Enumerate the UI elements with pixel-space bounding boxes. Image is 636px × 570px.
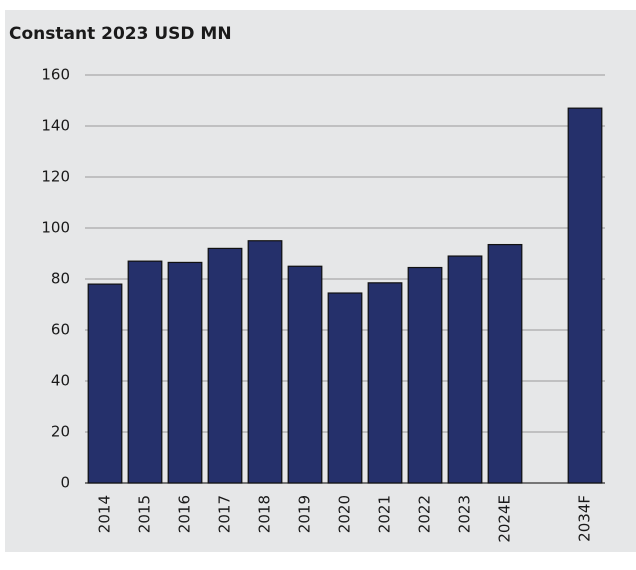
y-tick-label: 40 [51,372,70,390]
x-tick-label: 2015 [136,495,154,533]
bar [247,240,283,484]
bar [367,282,403,484]
x-tick-label: 2016 [176,495,194,533]
x-tick-label: 2014 [96,495,114,533]
y-tick-label: 80 [51,270,70,288]
bar [447,255,483,484]
bar [287,265,323,484]
y-tick-label: 60 [51,321,70,339]
x-tick-label: 2018 [256,495,274,533]
x-tick-label: 2019 [296,495,314,533]
x-tick-label: 2022 [416,495,434,533]
bar [207,247,243,484]
bar [127,260,163,484]
bar [87,283,123,484]
y-tick-label: 100 [41,219,70,237]
bar [487,243,523,484]
x-tick-label: 2034F [576,495,594,542]
x-tick-label: 2023 [456,495,474,533]
y-tick-label: 20 [51,423,70,441]
bar [167,261,203,484]
y-tick-label: 0 [60,474,70,492]
x-tick-label: 2024E [496,495,514,543]
bar [327,292,363,484]
x-tick-label: 2021 [376,495,394,533]
y-tick-label: 160 [41,66,70,84]
bar [567,107,603,484]
y-tick-label: 120 [41,168,70,186]
x-tick-label: 2020 [336,495,354,533]
chart-title: Constant 2023 USD MN [9,24,232,44]
y-tick-label: 140 [41,117,70,135]
bar [407,266,443,484]
x-tick-label: 2017 [216,495,234,533]
